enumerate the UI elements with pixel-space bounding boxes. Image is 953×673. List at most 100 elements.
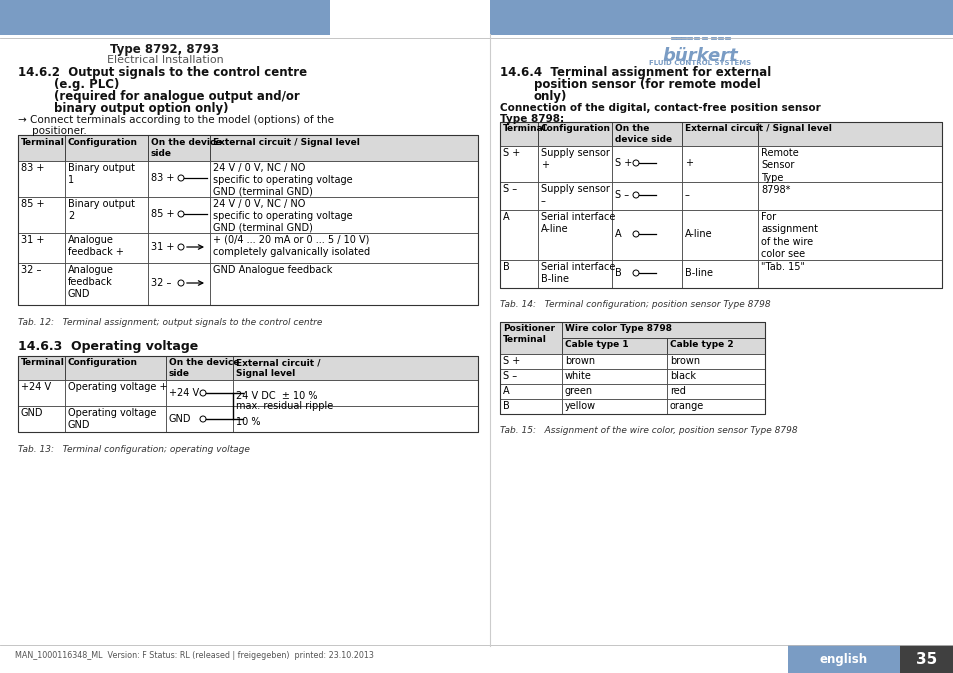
Bar [499, 122, 537, 146]
Bar [537, 122, 612, 146]
Bar [499, 354, 561, 369]
Bar [537, 260, 612, 288]
Bar [65, 197, 148, 233]
Text: +: + [684, 158, 692, 168]
Bar [681, 182, 758, 210]
Bar [681, 146, 758, 182]
Bar [148, 263, 210, 305]
Text: Configuration: Configuration [540, 124, 610, 133]
Bar [499, 210, 537, 260]
Text: white: white [564, 371, 591, 381]
Bar [233, 380, 477, 406]
Text: Tab. 12:   Terminal assignment; output signals to the control centre: Tab. 12: Terminal assignment; output sig… [18, 318, 322, 327]
Bar [561, 338, 666, 354]
Bar [490, 0, 953, 35]
Text: + (0/4 ... 20 mA or 0 ... 5 / 10 V)
completely galvanically isolated: + (0/4 ... 20 mA or 0 ... 5 / 10 V) comp… [213, 235, 370, 257]
Text: Cable type 2: Cable type 2 [669, 340, 733, 349]
Text: position sensor (for remote model: position sensor (for remote model [534, 78, 760, 91]
Bar [210, 233, 477, 263]
Bar [166, 406, 233, 432]
Bar [499, 322, 561, 354]
Bar [148, 161, 210, 197]
Text: Terminal: Terminal [21, 358, 65, 367]
Text: +24 V: +24 V [169, 388, 199, 398]
Bar [210, 161, 477, 197]
Text: 14.6.3  Operating voltage: 14.6.3 Operating voltage [18, 340, 198, 353]
Bar [148, 197, 210, 233]
Bar [18, 135, 65, 161]
Text: On the device
side: On the device side [169, 358, 239, 378]
Bar [65, 233, 148, 263]
Text: Supply sensor
+: Supply sensor + [540, 148, 609, 170]
Bar [561, 384, 666, 399]
Text: A: A [615, 229, 621, 239]
Bar [681, 210, 758, 260]
Text: S –: S – [615, 190, 628, 200]
Text: Configuration: Configuration [68, 358, 138, 367]
Bar [499, 260, 537, 288]
Text: –: – [684, 190, 689, 200]
Bar [499, 384, 561, 399]
Text: B: B [615, 268, 621, 278]
Text: 31 +: 31 + [21, 235, 45, 245]
Text: For
assignment
of the wire
color see
"Tab. 15": For assignment of the wire color see "Ta… [760, 212, 817, 272]
Text: 85 +: 85 + [21, 199, 45, 209]
Bar [537, 146, 612, 182]
Text: brown: brown [564, 356, 595, 366]
Text: A-line: A-line [684, 229, 712, 239]
Text: positioner.: positioner. [32, 126, 87, 136]
Bar [210, 263, 477, 305]
Bar [499, 322, 764, 414]
Text: max. residual ripple: max. residual ripple [235, 401, 333, 411]
Text: Cable type 1: Cable type 1 [564, 340, 628, 349]
Text: On the
device side: On the device side [615, 124, 672, 144]
Text: Tab. 14:   Terminal configuration; position sensor Type 8798: Tab. 14: Terminal configuration; positio… [499, 300, 770, 309]
Bar [758, 182, 941, 210]
Text: 24 V DC  ± 10 %: 24 V DC ± 10 % [235, 391, 317, 401]
Bar [612, 260, 681, 288]
Text: Binary output
1: Binary output 1 [68, 163, 135, 185]
Bar [65, 406, 166, 432]
Text: 14.6.2  Output signals to the control centre: 14.6.2 Output signals to the control cen… [18, 66, 307, 79]
Bar [537, 210, 612, 260]
Text: orange: orange [669, 401, 703, 411]
Bar [612, 210, 681, 260]
Bar [65, 161, 148, 197]
Bar [561, 322, 764, 338]
Bar [18, 356, 65, 380]
Text: 83 +: 83 + [151, 173, 174, 183]
Text: GND Analogue feedback: GND Analogue feedback [213, 265, 332, 275]
Text: (required for analogue output and/or: (required for analogue output and/or [54, 90, 299, 103]
Text: only): only) [534, 90, 567, 103]
Text: 31 +: 31 + [151, 242, 174, 252]
Text: 14.6.4  Terminal assignment for external: 14.6.4 Terminal assignment for external [499, 66, 770, 79]
Text: Terminal: Terminal [502, 124, 546, 133]
Text: Type 8798:: Type 8798: [499, 114, 563, 124]
Text: 32 –: 32 – [21, 265, 41, 275]
Text: Electrical Installation: Electrical Installation [107, 55, 223, 65]
Bar [166, 356, 233, 380]
Bar [18, 197, 65, 233]
Text: Serial interface
B-line: Serial interface B-line [540, 262, 615, 284]
Text: (e.g. PLC): (e.g. PLC) [54, 78, 119, 91]
Bar [561, 354, 666, 369]
Bar [148, 233, 210, 263]
Bar [18, 356, 477, 432]
Bar [681, 260, 758, 288]
Text: yellow: yellow [564, 401, 596, 411]
Text: S +: S + [615, 158, 632, 168]
Text: 85 +: 85 + [151, 209, 174, 219]
Bar [612, 182, 681, 210]
Bar [758, 210, 941, 260]
Text: Type 8792, 8793: Type 8792, 8793 [111, 43, 219, 56]
Bar [899, 645, 953, 673]
Text: +24 V: +24 V [21, 382, 51, 392]
Bar [537, 182, 612, 210]
Text: On the device
side: On the device side [151, 138, 221, 158]
Bar [18, 406, 65, 432]
Text: Analogue
feedback +: Analogue feedback + [68, 235, 124, 257]
Bar [666, 369, 764, 384]
Bar [148, 135, 210, 161]
Bar [499, 122, 941, 288]
Bar [65, 380, 166, 406]
